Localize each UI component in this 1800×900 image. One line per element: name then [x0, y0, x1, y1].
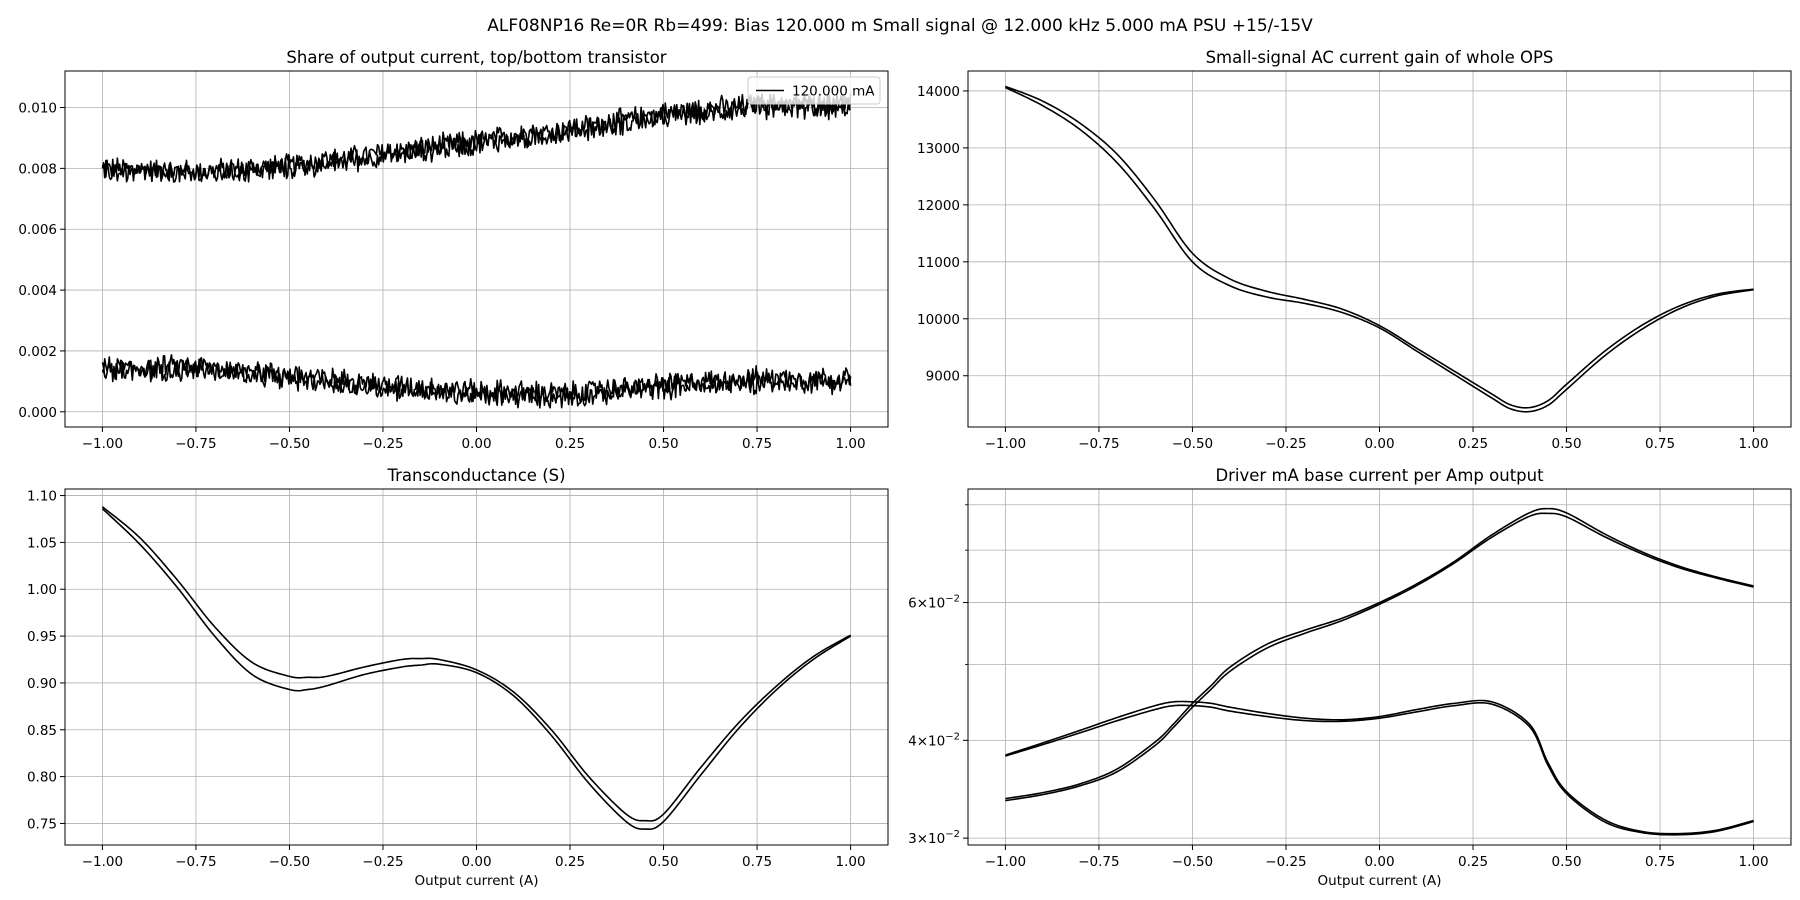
y-tick-label: 12000 — [917, 198, 960, 214]
x-tick-label: −1.00 — [82, 854, 123, 870]
x-axis-label: Output current (A) — [415, 873, 539, 889]
y-tick-label: 0.75 — [27, 816, 57, 832]
subplot-grid: −1.00 −0.75 −0.50 −0.25 0.00 0.25 0.50 0.75 1.00… — [18, 48, 1792, 889]
y-tick-label: 10000 — [917, 312, 960, 328]
y-tick-label: 9000 — [926, 369, 960, 385]
x-tick-label: 0.50 — [649, 854, 679, 870]
x-tick-label: −0.50 — [269, 854, 310, 870]
y-tick-label: 13000 — [917, 141, 960, 157]
x-tick-label: −1.00 — [985, 436, 1026, 452]
y-tick-label: 3×10−2 — [908, 829, 960, 847]
x-tick-label: −1.00 — [985, 854, 1026, 870]
x-tick-label: −0.75 — [175, 436, 216, 452]
x-tick-label: 0.50 — [1552, 854, 1582, 870]
x-tick-label: 1.00 — [1739, 436, 1769, 452]
y-tick-label: 1.05 — [27, 535, 57, 551]
x-tick-label: −0.75 — [1078, 436, 1119, 452]
x-tick-label: 0.50 — [649, 436, 679, 452]
series-line-1 — [1005, 699, 1754, 835]
y-tick-exponent: −2 — [945, 731, 960, 742]
y-tick-label: 0.80 — [27, 770, 57, 786]
y-tick-label: 14000 — [917, 84, 960, 100]
series-line-4 — [1005, 512, 1754, 802]
x-tick-label: 1.00 — [836, 854, 866, 870]
x-tick-label: 0.00 — [461, 436, 491, 452]
x-tick-label: −0.25 — [362, 436, 403, 452]
x-tick-label: −0.50 — [269, 436, 310, 452]
chart-title: Small-signal AC current gain of whole OP… — [1206, 48, 1554, 67]
legend: 120.000 mA — [747, 76, 881, 105]
x-tick-label: −0.75 — [175, 854, 216, 870]
chart-share: −1.00 −0.75 −0.50 −0.25 0.00 0.25 0.50 0.75 1.00… — [18, 48, 889, 452]
y-tick-label: 6×10−2 — [908, 594, 960, 612]
x-tick-label: −0.25 — [1265, 854, 1306, 870]
x-tick-label: 0.25 — [1458, 854, 1488, 870]
y-tick-label: 0.85 — [27, 723, 57, 739]
x-tick-label: 0.75 — [1645, 436, 1675, 452]
series-line-1 — [101, 506, 851, 822]
series-group — [1005, 85, 1754, 413]
y-tick-label: 0.90 — [27, 676, 57, 692]
x-tick-label: 0.75 — [1645, 854, 1675, 870]
y-tick-exponent: −2 — [945, 594, 960, 605]
x-tick-label: 1.00 — [836, 436, 866, 452]
y-tick-mantissa: 6×10 — [908, 596, 945, 612]
y-tick-label: 1.10 — [27, 489, 57, 505]
y-tick-exponent: −2 — [945, 829, 960, 840]
x-tick-label: 0.50 — [1552, 436, 1582, 452]
x-tick-label: −0.50 — [1172, 854, 1213, 870]
x-tick-label: 0.25 — [555, 436, 585, 452]
x-tick-label: 0.00 — [1364, 854, 1394, 870]
series-group — [1005, 507, 1754, 836]
series-line-2 — [1005, 86, 1754, 413]
y-tick-label: 0.008 — [18, 161, 57, 177]
series-line-2 — [101, 508, 852, 830]
x-tick-label: −0.25 — [1265, 436, 1306, 452]
y-tick-label: 0.002 — [18, 344, 57, 360]
x-tick-label: 0.75 — [742, 854, 772, 870]
legend-entry-label: 120.000 mA — [792, 84, 875, 100]
x-tick-label: 0.00 — [1364, 436, 1394, 452]
series-line-4 — [101, 358, 852, 409]
y-tick-label: 1.00 — [27, 582, 57, 598]
y-tick-label: 0.000 — [18, 405, 57, 421]
chart-transconductance: −1.00 −0.75 −0.50 −0.25 0.00 0.25 0.50 0.75 1.00… — [27, 466, 889, 889]
chart-driver: −1.00 −0.75 −0.50 −0.25 0.00 0.25 0.50 0.75 1.00… — [908, 466, 1792, 889]
x-tick-label: −0.50 — [1172, 436, 1213, 452]
series-line-2 — [101, 94, 852, 183]
chart-title: Share of output current, top/bottom tran… — [286, 48, 666, 67]
x-tick-label: 1.00 — [1739, 854, 1769, 870]
series-line-2 — [1005, 701, 1754, 836]
x-tick-label: −1.00 — [82, 436, 123, 452]
y-tick-mantissa: 3×10 — [908, 831, 945, 847]
chart-title: Driver mA base current per Amp output — [1215, 466, 1544, 485]
x-tick-label: 0.25 — [1458, 436, 1488, 452]
series-line-3 — [1005, 507, 1754, 800]
y-tick-label: 11000 — [917, 255, 960, 271]
x-tick-label: 0.25 — [555, 854, 585, 870]
y-tick-label: 4×10−2 — [908, 731, 960, 749]
x-tick-label: −0.25 — [362, 854, 403, 870]
y-tick-label: 0.004 — [18, 283, 57, 299]
x-axis-label: Output current (A) — [1318, 873, 1442, 889]
series-group — [101, 506, 852, 830]
y-tick-mantissa: 4×10 — [908, 733, 945, 749]
series-line-1 — [1005, 85, 1754, 409]
chart-gain: −1.00 −0.75 −0.50 −0.25 0.00 0.25 0.50 0.75 1.00… — [917, 48, 1792, 452]
series-group — [101, 92, 852, 409]
figure-suptitle: ALF08NP16 Re=0R Rb=499: Bias 120.000 m S… — [487, 16, 1313, 36]
y-tick-label: 0.010 — [18, 101, 57, 117]
y-tick-label: 0.95 — [27, 629, 57, 645]
x-tick-label: −0.75 — [1078, 854, 1119, 870]
y-tick-label: 0.006 — [18, 222, 57, 238]
legend-box — [747, 76, 881, 105]
chart-title: Transconductance (S) — [386, 466, 565, 485]
x-tick-label: 0.00 — [461, 854, 491, 870]
x-tick-label: 0.75 — [742, 436, 772, 452]
